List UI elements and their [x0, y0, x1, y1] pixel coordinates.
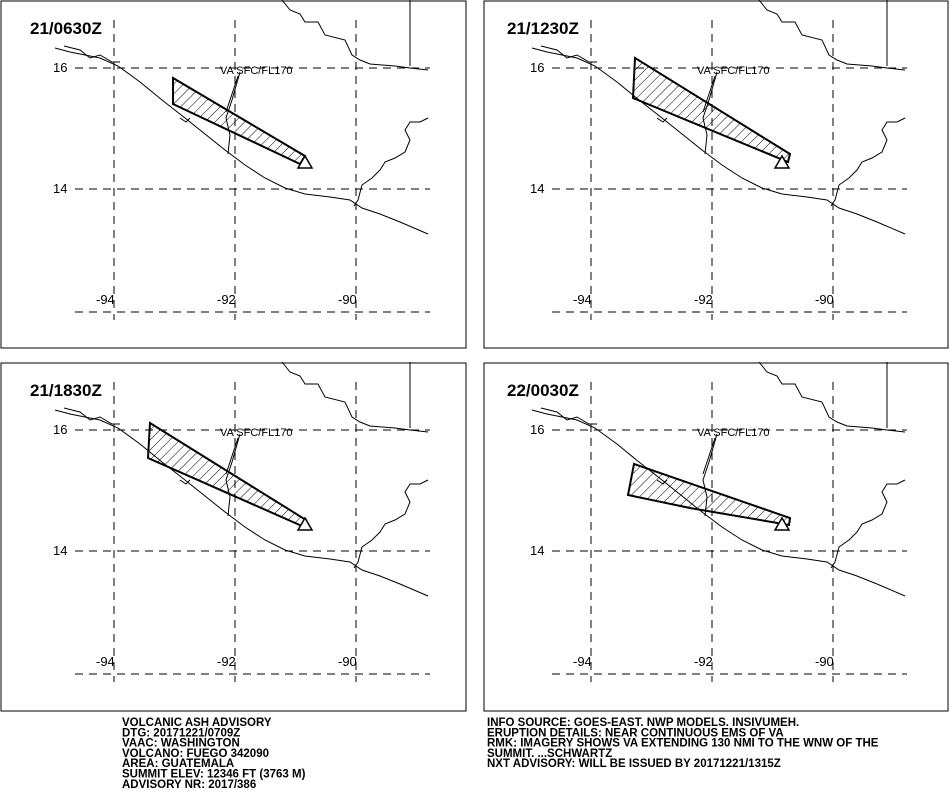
- advisory-line: AREA: GUATEMALA: [122, 758, 234, 770]
- basemap: [54, 361, 431, 683]
- map-panel: VA SFC/FL170 21/1230Z 16 14 -94 -92 -90: [507, 0, 908, 321]
- lon-label: -94: [573, 654, 592, 669]
- advisory-line: RMK: IMAGERY SHOWS VA EXTENDING 130 NMI …: [487, 738, 879, 750]
- lon-label: -94: [573, 292, 592, 307]
- map-panel: VA SFC/FL170 21/1830Z 16 14 -94 -92 -90: [30, 361, 431, 683]
- lon-label: -92: [694, 292, 713, 307]
- lon-label: -90: [338, 292, 357, 307]
- panel-frame: [483, 0, 949, 349]
- advisory-line: SUMMIT ELEV: 12346 FT (3763 M): [122, 769, 306, 781]
- ash-label: VA SFC/FL170: [697, 65, 770, 77]
- advisory-line: INFO SOURCE: GOES-EAST. NWP MODELS. INSI…: [487, 717, 799, 729]
- basemap: [531, 0, 908, 321]
- ash-area: [631, 56, 792, 164]
- panel-time: 21/1830Z: [30, 381, 102, 400]
- map-panel: VA SFC/FL170 21/0630Z 16 14 -94 -92 -90: [30, 0, 431, 321]
- lat-label: 14: [53, 181, 67, 196]
- advisory-line: VAAC: WASHINGTON: [122, 738, 240, 750]
- lon-label: -92: [217, 292, 236, 307]
- lat-label: 14: [530, 181, 544, 196]
- lat-label: 16: [53, 60, 67, 75]
- lon-label: -90: [815, 292, 834, 307]
- lon-label: -90: [815, 654, 834, 669]
- lat-label: 14: [53, 543, 67, 558]
- advisory-line: SUMMIT. ...SCHWARTZ: [487, 748, 612, 760]
- lat-label: 16: [53, 422, 67, 437]
- lon-label: -90: [338, 654, 357, 669]
- lat-label: 16: [530, 60, 544, 75]
- lon-label: -94: [96, 292, 115, 307]
- ash-label: VA SFC/FL170: [697, 427, 770, 439]
- advisory-line: VOLCANO: FUEGO 342090: [122, 748, 269, 760]
- ash-area: [172, 76, 307, 166]
- lon-label: -92: [694, 654, 713, 669]
- panel-time: 21/1230Z: [507, 19, 579, 38]
- label-leader: [702, 437, 716, 475]
- advisory-line: NXT ADVISORY: WILL BE ISSUED BY 20171221…: [487, 758, 781, 770]
- panel-frame: [483, 362, 949, 712]
- panel-time: 22/0030Z: [507, 381, 579, 400]
- lat-label: 14: [530, 543, 544, 558]
- basemap: [54, 0, 431, 321]
- label-leader: [225, 437, 239, 475]
- panel-frame: [0, 0, 467, 349]
- lon-label: -92: [217, 654, 236, 669]
- volcano-marker: [296, 154, 314, 169]
- ash-label: VA SFC/FL170: [220, 427, 293, 439]
- advisory-line: ERUPTION DETAILS: NEAR CONTINUOUS EMS OF…: [487, 727, 784, 739]
- advisory-line: DTG: 20171221/0709Z: [122, 727, 240, 739]
- ash-area: [626, 462, 792, 527]
- panel-time: 21/0630Z: [30, 19, 102, 38]
- ash-label: VA SFC/FL170: [220, 65, 293, 77]
- lon-label: -94: [96, 654, 115, 669]
- map-panel: VA SFC/FL170 22/0030Z 16 14 -94 -92 -90: [507, 361, 908, 683]
- label-leader: [225, 75, 239, 113]
- panel-frame: [0, 362, 467, 712]
- volcano-marker: [773, 516, 791, 531]
- label-leader: [702, 75, 716, 113]
- volcano-marker: [296, 516, 314, 531]
- advisory-line: ADVISORY NR: 2017/386: [122, 779, 256, 791]
- advisory-line: VOLCANIC ASH ADVISORY: [122, 717, 272, 729]
- volcano-marker: [773, 154, 791, 169]
- basemap: [531, 361, 908, 683]
- lat-label: 16: [530, 422, 544, 437]
